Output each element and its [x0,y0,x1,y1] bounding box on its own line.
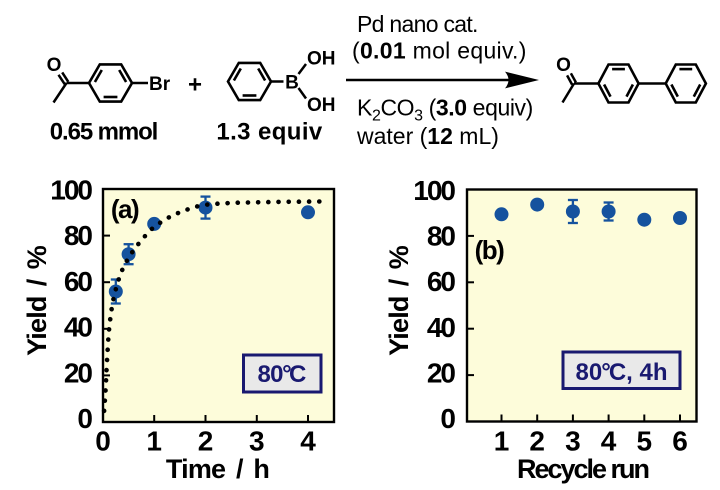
svg-text:Yield / %: Yield / % [22,245,52,356]
svg-text:0.65 mmol: 0.65 mmol [50,119,158,146]
svg-text:80°C, 4h: 80°C, 4h [576,359,668,386]
svg-text:OH: OH [307,49,336,70]
svg-text:K2CO3 (3.0 equiv): K2CO3 (3.0 equiv) [357,95,533,125]
svg-text:40: 40 [427,312,456,343]
svg-text:0: 0 [440,403,455,434]
svg-text:80: 80 [64,220,93,251]
svg-text:OH: OH [307,95,336,116]
svg-text:20: 20 [427,357,456,388]
svg-text:0: 0 [95,426,111,457]
svg-text:5: 5 [637,426,653,457]
svg-text:4: 4 [300,426,316,457]
svg-text:Recycle run: Recycle run [517,454,649,484]
svg-text:100: 100 [50,174,92,205]
svg-text:20: 20 [64,357,93,388]
svg-text:80°C: 80°C [258,361,306,388]
svg-text:3: 3 [565,426,581,457]
svg-text:2: 2 [198,426,214,457]
svg-text:(0.01 mol equiv.): (0.01 mol equiv.) [352,38,527,64]
svg-text:(a): (a) [111,194,139,224]
svg-text:40: 40 [64,312,93,343]
svg-text:1: 1 [494,426,510,457]
svg-text:+: + [188,72,202,99]
svg-text:3: 3 [249,426,265,457]
svg-text:60: 60 [64,266,93,297]
svg-text:80: 80 [427,221,456,252]
svg-text:Time / h: Time / h [166,454,269,484]
svg-text:water (12 mL): water (12 mL) [356,123,499,149]
svg-text:60: 60 [427,266,456,297]
svg-text:1: 1 [146,426,162,457]
svg-text:O: O [556,55,571,76]
svg-text:Yield / %: Yield / % [384,245,414,356]
svg-text:6: 6 [672,426,688,457]
svg-text:1.3 equiv: 1.3 equiv [216,119,323,146]
svg-text:4: 4 [601,426,617,457]
svg-text:(b): (b) [475,235,505,265]
svg-text:100: 100 [413,175,455,206]
svg-text:0: 0 [77,403,92,434]
svg-text:Pd nano cat.: Pd nano cat. [357,11,478,37]
svg-text:Br: Br [149,74,171,95]
svg-text:B: B [285,72,299,93]
svg-text:2: 2 [529,426,545,457]
svg-text:O: O [47,55,62,76]
